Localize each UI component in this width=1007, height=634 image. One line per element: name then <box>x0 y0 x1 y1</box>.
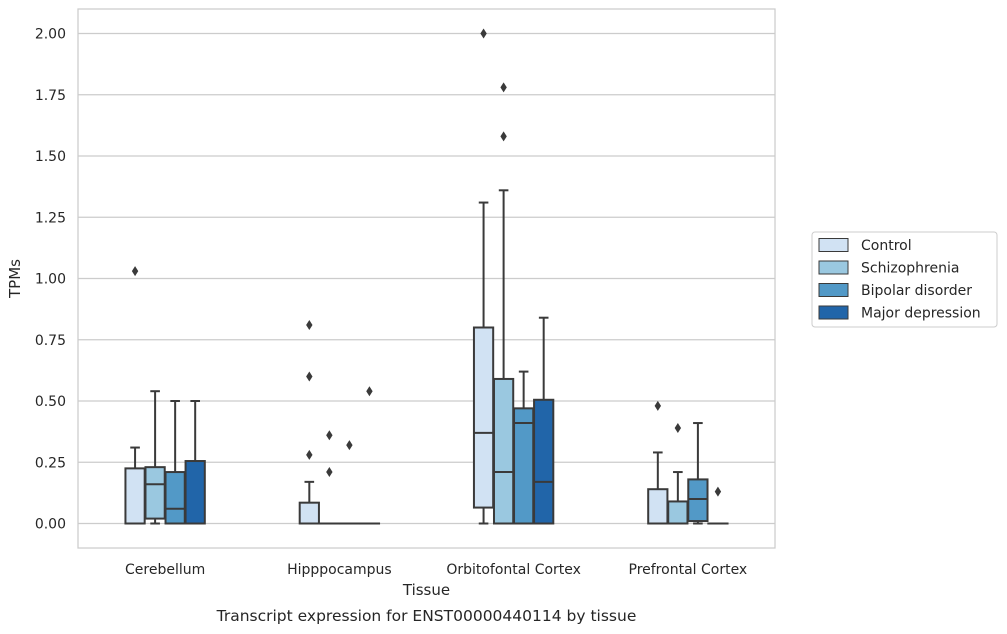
outlier-point <box>714 486 722 497</box>
box-iqr <box>298 501 320 525</box>
legend-label: Schizophrenia <box>861 261 959 277</box>
plot-frame <box>77 8 776 549</box>
gridlines <box>78 32 775 525</box>
box-2-0 <box>472 28 495 525</box>
y-axis-title: TPMs <box>6 259 24 299</box>
outlier-point <box>306 371 313 382</box>
box-2-3 <box>533 316 555 525</box>
box-iqr <box>667 500 689 525</box>
y-tick-label: 0.75 <box>35 333 66 349</box>
outlier-point <box>500 82 507 93</box>
legend-swatch <box>818 260 849 275</box>
legend-label: Control <box>861 238 912 254</box>
box-iqr <box>472 326 495 509</box>
figure-caption: Transcript expression for ENST0000044011… <box>216 607 637 625</box>
x-axis-title: Tissue <box>402 581 450 599</box>
x-tick-label: Orbitofontal Cortex <box>446 562 581 578</box>
outlier-point <box>306 449 313 460</box>
y-tick-label: 1.25 <box>35 210 66 226</box>
x-tick-label: Prefrontal Cortex <box>629 562 748 578</box>
outlier-point <box>674 422 682 433</box>
x-tick-label: Cerebellum <box>125 562 205 578</box>
box-3-3 <box>707 486 729 525</box>
legend-swatch <box>818 238 849 252</box>
y-tick-label: 1.75 <box>35 88 66 104</box>
y-tick-labels: 0.00 0.25 0.50 0.75 1.00 1.25 1.50 1.75 2.00 <box>35 27 66 533</box>
y-tick-label: 0.50 <box>35 394 66 410</box>
box-1-0 <box>298 320 320 525</box>
box-iqr <box>513 407 535 525</box>
outlier-point <box>480 28 487 39</box>
legend-label: Bipolar disorder <box>861 283 972 299</box>
legend-frame <box>811 231 998 328</box>
y-tick-label: 2.00 <box>35 27 66 43</box>
legend: Control Schizophrenia Bipolar disorder Majo… <box>811 231 998 328</box>
y-tick-label: 0.00 <box>35 517 66 533</box>
legend-label: Major depression <box>861 306 981 322</box>
box-1-3 <box>358 386 381 525</box>
outlier-point <box>366 386 373 397</box>
legend-swatch <box>818 305 849 320</box>
x-tick-label: Hipppocampus <box>287 562 392 578</box>
y-tick-label: 1.50 <box>35 149 66 165</box>
outlier-point <box>500 131 507 142</box>
x-tick-labels: Cerebellum Hipppocampus Orbitofontal Corte… <box>125 562 747 578</box>
outlier-point <box>306 320 313 331</box>
outlier-point <box>131 266 139 277</box>
y-tick-label: 0.25 <box>35 455 66 471</box>
box-iqr <box>647 488 669 525</box>
box-iqr <box>533 398 555 525</box>
y-tick-label: 1.00 <box>35 272 66 288</box>
box-iqr <box>687 478 709 523</box>
box-iqr <box>164 471 186 525</box>
outlier-point <box>654 400 662 411</box>
box-3-2 <box>687 422 709 525</box>
outlier-point <box>346 440 353 451</box>
box-0-3 <box>184 400 206 525</box>
outlier-point <box>326 430 333 441</box>
outlier-point <box>326 467 333 478</box>
box-iqr <box>144 466 166 520</box>
box-groups <box>124 28 729 525</box>
box-iqr <box>492 377 515 525</box>
box-iqr <box>184 460 206 525</box>
legend-swatch <box>818 283 849 297</box>
box-iqr <box>124 467 146 525</box>
